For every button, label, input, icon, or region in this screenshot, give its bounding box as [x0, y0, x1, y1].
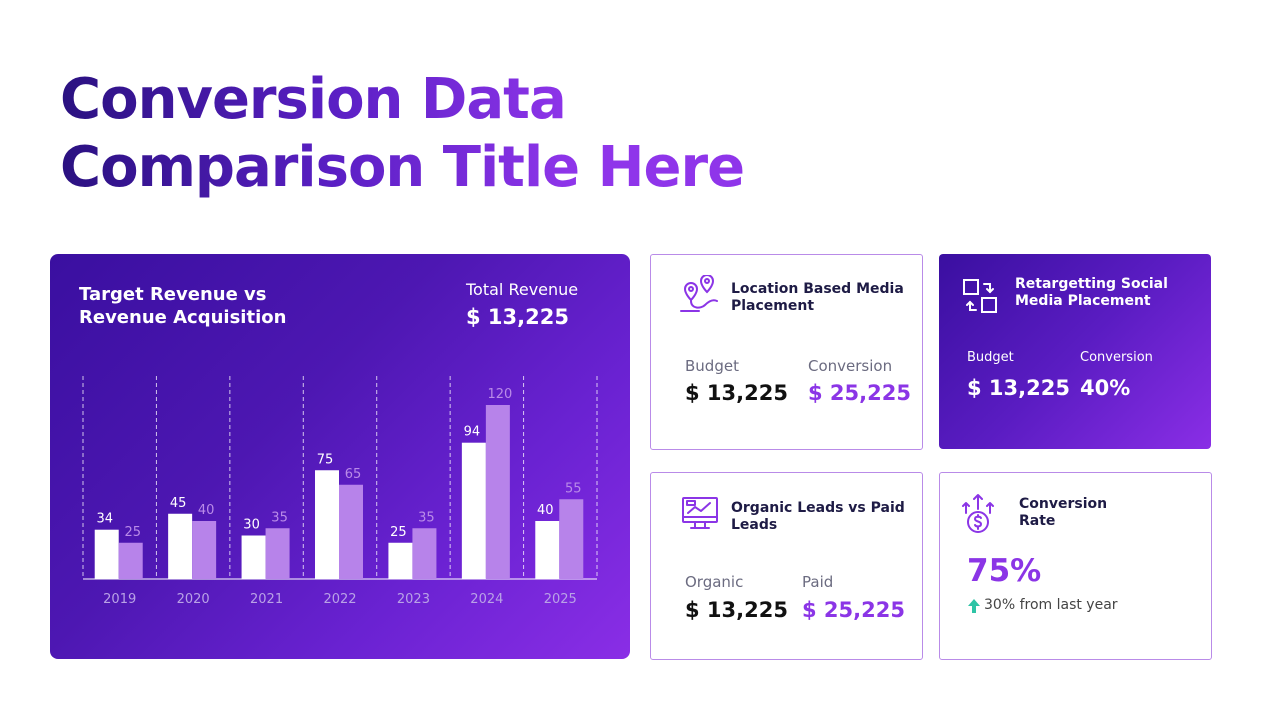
- chart-card-title: Target Revenue vs Revenue Acquisition: [79, 284, 287, 328]
- title-line-1: Conversion Data: [60, 67, 566, 132]
- conversion-rate-card: Conversion Rate 75% 30% from last year: [939, 472, 1212, 660]
- total-revenue-label: Total Revenue: [466, 280, 579, 299]
- data-label: 40: [198, 503, 215, 518]
- organic-label-1: Organic: [685, 573, 744, 591]
- data-label: 35: [271, 510, 288, 525]
- organic-label-2: Paid: [802, 573, 834, 591]
- data-label: 65: [345, 467, 362, 482]
- swap-squares-icon: [963, 279, 997, 313]
- location-value-1: $ 13,225: [685, 381, 788, 405]
- location-media-card: Location Based Media Placement Budget $ …: [650, 254, 923, 450]
- page-title: Conversion Data Comparison Title Here: [60, 66, 744, 202]
- data-label: 25: [124, 525, 141, 540]
- bar-series-2: [559, 499, 584, 579]
- organic-paid-card: Organic Leads vs Paid Leads Organic $ 13…: [650, 472, 923, 660]
- data-label: 34: [96, 512, 113, 527]
- retargeting-card-heading: Retargetting Social Media Placement: [1015, 276, 1168, 309]
- retargeting-value-1: $ 13,225: [967, 376, 1070, 400]
- bar-series-1: [388, 542, 413, 579]
- map-route-icon: [680, 275, 718, 312]
- up-arrow-icon: [968, 599, 980, 613]
- conversion-rate-note: 30% from last year: [984, 597, 1118, 613]
- location-label-1: Budget: [685, 357, 739, 375]
- retargeting-card: Retargetting Social Media Placement Budg…: [939, 254, 1211, 449]
- bar-series-2: [265, 528, 290, 579]
- monitor-chart-icon: [682, 497, 718, 529]
- x-tick-label: 2022: [323, 592, 356, 607]
- organic-value-2: $ 25,225: [802, 598, 905, 622]
- bar-series-2: [485, 405, 510, 579]
- retargeting-label-2: Conversion: [1080, 350, 1153, 365]
- data-label: 55: [565, 481, 582, 496]
- conversion-rate-heading: Conversion Rate: [1019, 496, 1108, 529]
- data-label: 45: [170, 496, 187, 511]
- x-tick-label: 2024: [470, 592, 503, 607]
- data-label: 40: [537, 503, 554, 518]
- conversion-rate-value: 75%: [967, 553, 1042, 589]
- data-label: 35: [418, 510, 435, 525]
- x-tick-label: 2020: [177, 592, 210, 607]
- total-revenue-value: $ 13,225: [466, 305, 569, 329]
- data-label: 94: [464, 425, 481, 440]
- organic-value-1: $ 13,225: [685, 598, 788, 622]
- revenue-chart-card: 34 25 2019 45 40 2020 30 35 2021 75 65 2022 25 35 2023…: [50, 254, 630, 659]
- title-line-2: Comparison Title Here: [60, 135, 745, 200]
- data-label: 75: [317, 452, 334, 467]
- bar-series-1: [461, 442, 486, 579]
- bar-series-1: [94, 529, 119, 579]
- organic-card-heading: Organic Leads vs Paid Leads: [731, 500, 905, 533]
- bar-series-1: [241, 535, 266, 579]
- x-tick-label: 2019: [103, 592, 136, 607]
- bar-series-1: [168, 513, 193, 579]
- bar-series-2: [412, 528, 437, 579]
- location-card-heading: Location Based Media Placement: [731, 281, 904, 314]
- x-tick-label: 2023: [397, 592, 430, 607]
- bar-series-2: [339, 484, 363, 579]
- location-value-2: $ 25,225: [808, 381, 911, 405]
- bar-series-1: [315, 470, 339, 579]
- data-label: 120: [487, 387, 512, 402]
- x-tick-label: 2021: [250, 592, 283, 607]
- money-growth-icon: [962, 494, 994, 533]
- data-label: 25: [390, 525, 407, 540]
- location-label-2: Conversion: [808, 357, 893, 375]
- x-tick-label: 2025: [544, 592, 577, 607]
- bar-series-2: [118, 542, 143, 579]
- retargeting-label-1: Budget: [967, 350, 1014, 365]
- retargeting-value-2: 40%: [1080, 376, 1131, 400]
- bar-series-2: [192, 521, 217, 579]
- data-label: 30: [243, 518, 260, 533]
- bar-series-1: [535, 521, 560, 579]
- revenue-bar-chart: 34 25 2019 45 40 2020 30 35 2021 75 65 2022 25 35 2023…: [82, 376, 598, 607]
